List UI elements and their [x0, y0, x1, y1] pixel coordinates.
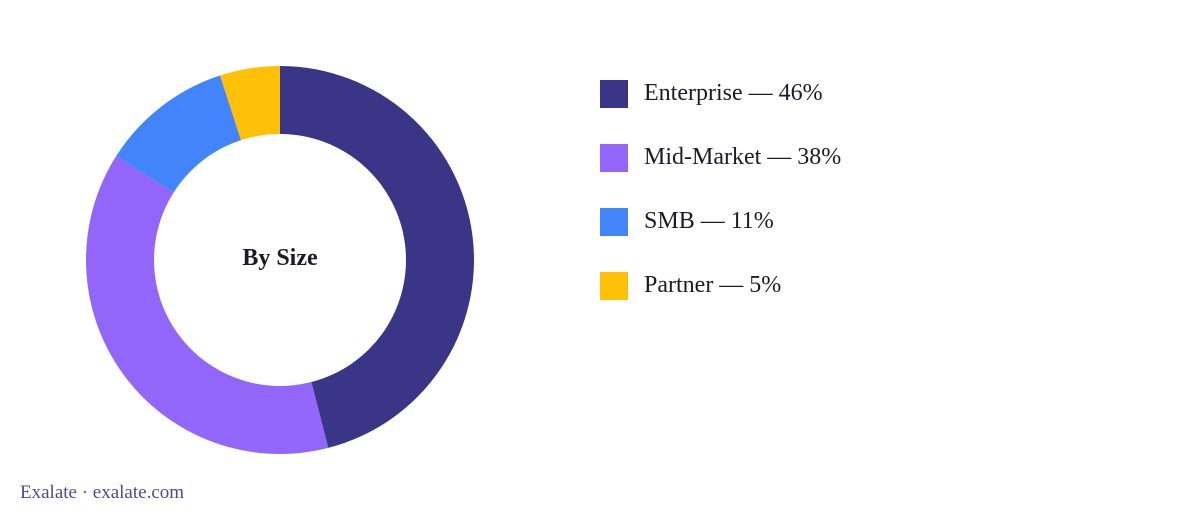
donut-chart: By Size	[86, 66, 474, 454]
legend-label-partner: Partner — 5%	[644, 272, 782, 298]
donut-slices	[86, 66, 474, 454]
donut-slice-mid-market	[86, 156, 329, 454]
donut-slice-partner	[220, 66, 280, 141]
chart-legend: Enterprise — 46% Mid-Market — 38% SMB — 11…	[600, 79, 841, 335]
donut-slice-smb	[116, 75, 242, 193]
donut-slice-enterprise	[280, 66, 474, 448]
legend-label-enterprise: Enterprise — 46%	[644, 80, 823, 106]
legend-swatch-enterprise	[600, 79, 628, 108]
legend-item-mid-market: Mid-Market — 38%	[600, 143, 841, 172]
legend-item-enterprise: Enterprise — 46%	[600, 79, 841, 108]
legend-label-mid-market: Mid-Market — 38%	[644, 144, 842, 170]
legend-item-partner: Partner — 5%	[600, 271, 841, 300]
legend-swatch-partner	[600, 271, 628, 300]
legend-swatch-smb	[600, 207, 628, 236]
legend-swatch-mid-market	[600, 143, 628, 172]
footer-credit: Exalate · exalate.com	[20, 482, 185, 503]
donut-center-label: By Size	[242, 245, 318, 271]
legend-item-smb: SMB — 11%	[600, 207, 841, 236]
legend-label-smb: SMB — 11%	[644, 208, 774, 234]
